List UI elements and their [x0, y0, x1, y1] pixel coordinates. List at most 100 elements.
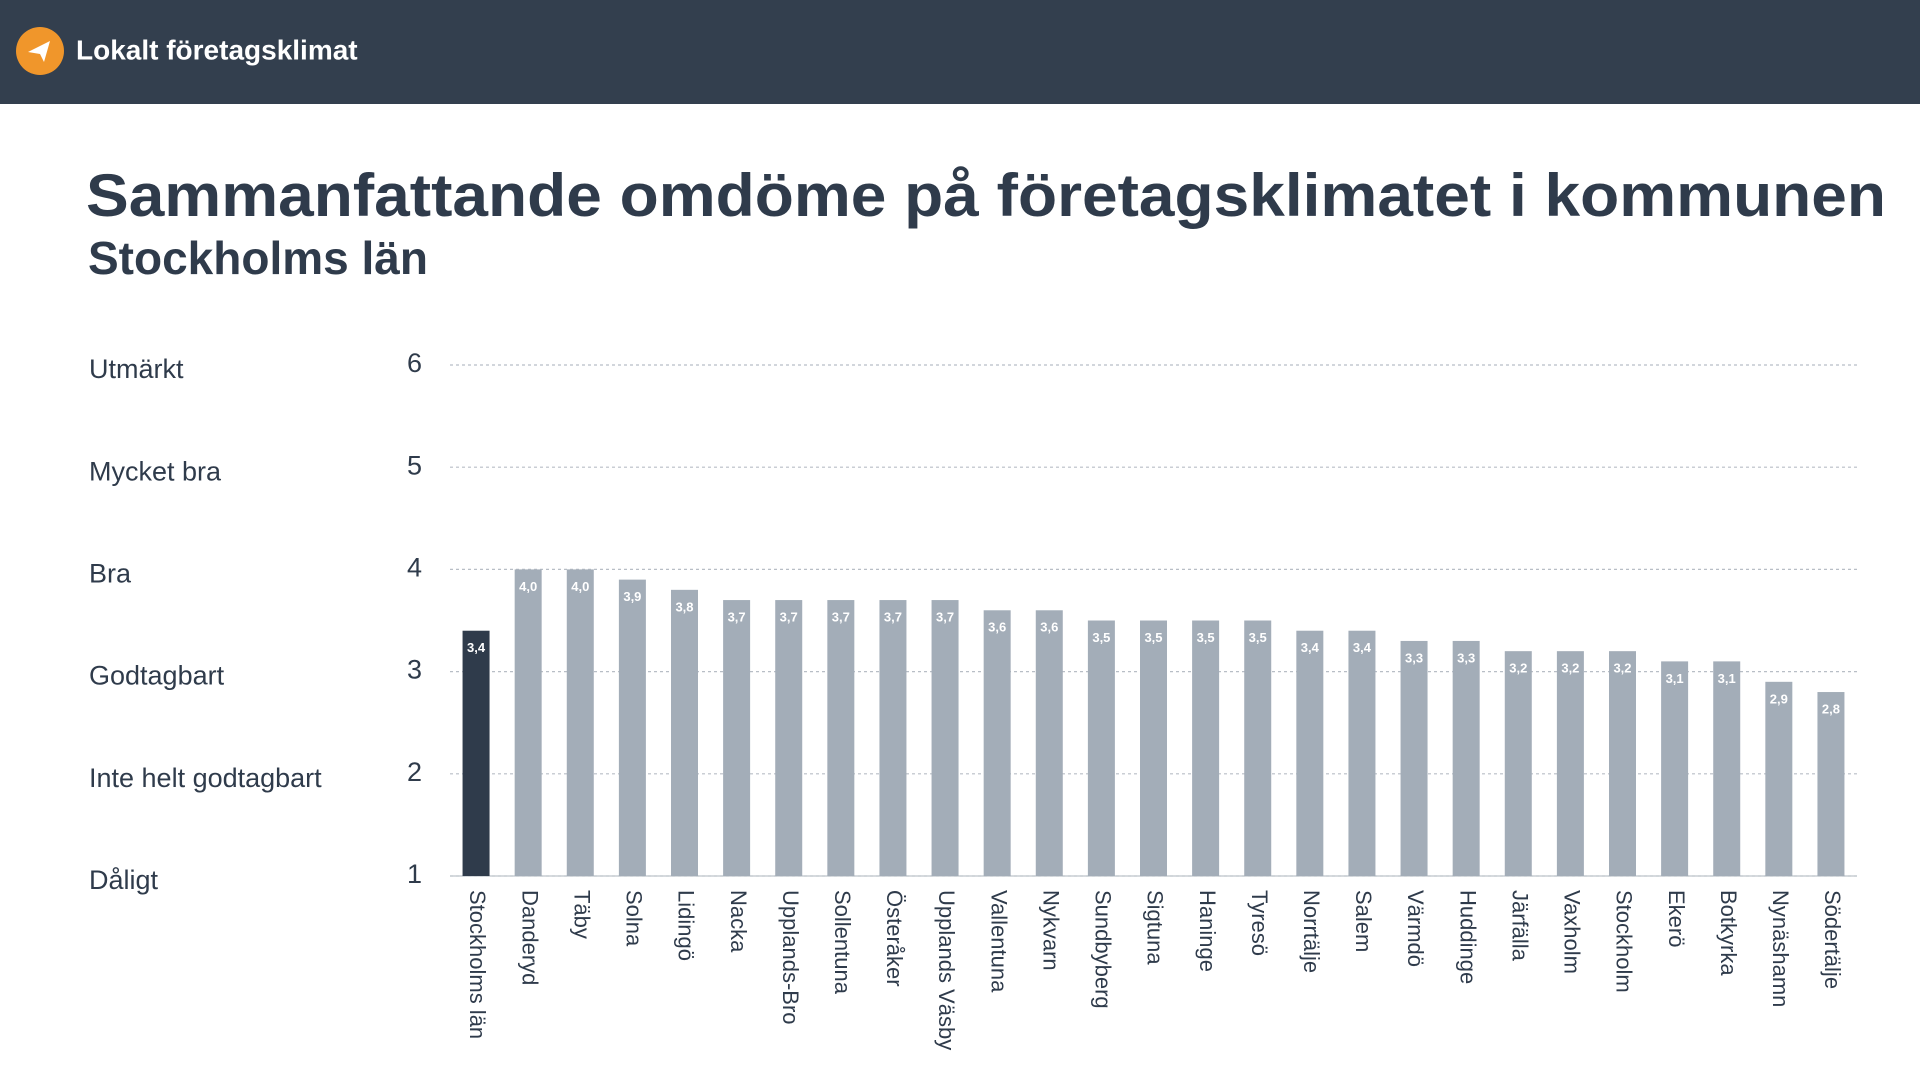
x-tick-label: Järfälla [1507, 890, 1532, 962]
bar [618, 579, 646, 876]
value-label: 3,7 [832, 609, 850, 624]
bar [879, 600, 907, 876]
y-tick-label: 2 [407, 757, 422, 787]
value-label: 3,5 [1092, 630, 1110, 645]
value-label: 3,7 [728, 609, 746, 624]
x-tick-label: Norrtälje [1299, 890, 1324, 973]
bar [1192, 620, 1220, 876]
bar [671, 589, 698, 876]
x-tick-label: Upplands-Bro [778, 890, 803, 1025]
value-label: 3,2 [1613, 661, 1631, 676]
logo-icon [28, 41, 50, 62]
x-tick-label: Haninge [1195, 890, 1220, 972]
value-label: 3,6 [988, 620, 1006, 635]
chart-subtitle: Stockholms län [88, 232, 428, 284]
x-tick-label: Nacka [726, 890, 751, 953]
value-label: 3,5 [1197, 630, 1215, 645]
x-tick-label: Stockholms län [465, 890, 490, 1039]
x-tick-label: Lidingö [674, 890, 699, 961]
x-tick-label: Upplands Väsby [934, 890, 959, 1050]
x-tick-label: Huddinge [1455, 890, 1480, 984]
x-tick-label: Värmdö [1403, 890, 1428, 967]
value-label: 3,6 [1040, 620, 1058, 635]
bar [827, 600, 855, 876]
bar [1244, 620, 1272, 876]
y-tick-label: 3 [407, 655, 422, 685]
value-label: 3,3 [1457, 650, 1475, 665]
value-label: 3,7 [884, 609, 902, 624]
bar [1400, 640, 1428, 876]
y-tick-label: 6 [407, 348, 422, 378]
bar [1348, 630, 1376, 876]
value-label: 3,4 [1301, 640, 1320, 655]
value-label: 3,2 [1509, 661, 1527, 676]
x-tick-label: Täby [569, 890, 594, 939]
y-tick-description: Dåligt [89, 865, 159, 895]
x-tick-label: Danderyd [517, 890, 542, 985]
bar [1035, 610, 1063, 876]
value-label: 3,4 [467, 640, 486, 655]
value-label: 3,7 [936, 609, 954, 624]
x-tick-label: Sigtuna [1143, 890, 1168, 965]
y-tick-description: Inte helt godtagbart [89, 763, 322, 793]
bar [1296, 630, 1324, 876]
x-tick-label: Sollentuna [830, 890, 855, 995]
y-tick-label: 4 [407, 553, 422, 583]
value-label: 3,9 [623, 589, 641, 604]
x-tick-label: Solna [622, 890, 647, 947]
bar [1452, 640, 1480, 876]
bar [1609, 651, 1636, 876]
y-tick-description: Utmärkt [89, 354, 184, 384]
value-label: 3,5 [1249, 630, 1267, 645]
y-tick-description: Mycket bra [89, 456, 222, 486]
bar [1817, 692, 1845, 876]
x-tick-label: Tyresö [1247, 890, 1272, 956]
y-tick-label: 5 [407, 450, 422, 480]
x-tick-label: Nynäshamn [1768, 890, 1793, 1007]
value-label: 3,2 [1561, 661, 1579, 676]
value-label: 4,0 [571, 579, 589, 594]
value-label: 3,8 [675, 599, 693, 614]
header-title: Lokalt företagsklimat [76, 34, 358, 65]
bar [1765, 681, 1793, 876]
value-label: 2,8 [1822, 701, 1840, 716]
x-tick-label: Stockholm [1612, 890, 1637, 993]
bar [931, 600, 959, 876]
value-label: 3,3 [1405, 650, 1423, 665]
bar [1140, 620, 1167, 876]
value-label: 3,1 [1718, 671, 1736, 686]
value-label: 3,5 [1144, 630, 1162, 645]
bar [1087, 620, 1115, 876]
x-tick-label: Vaxholm [1560, 890, 1585, 974]
bar [462, 630, 490, 876]
value-label: 4,0 [519, 579, 537, 594]
x-tick-label: Sundbyberg [1091, 890, 1116, 1009]
chart-title: Sammanfattande omdöme på företagsklimate… [86, 162, 1886, 229]
x-tick-label: Södertälje [1820, 890, 1845, 989]
header-bar [0, 0, 1920, 104]
value-label: 3,7 [780, 609, 798, 624]
x-tick-label: Nykvarn [1038, 890, 1063, 971]
x-tick-label: Ekerö [1664, 890, 1689, 947]
value-label: 2,9 [1770, 691, 1788, 706]
bar [514, 569, 542, 876]
value-label: 3,1 [1666, 671, 1684, 686]
x-tick-label: Salem [1351, 890, 1376, 952]
x-tick-label: Österåker [882, 890, 907, 987]
bar [775, 600, 803, 876]
x-tick-label: Vallentuna [986, 890, 1011, 993]
value-label: 3,4 [1353, 640, 1372, 655]
bar [566, 569, 594, 876]
y-tick-description: Bra [89, 559, 132, 589]
bar [1713, 661, 1741, 876]
bar [1504, 651, 1532, 876]
y-tick-description: Godtagbart [89, 661, 225, 691]
bar [1661, 661, 1689, 876]
bar [1556, 651, 1584, 876]
x-tick-label: Botkyrka [1716, 890, 1741, 976]
y-tick-label: 1 [407, 859, 422, 889]
bar [983, 610, 1011, 876]
bar [723, 600, 751, 876]
